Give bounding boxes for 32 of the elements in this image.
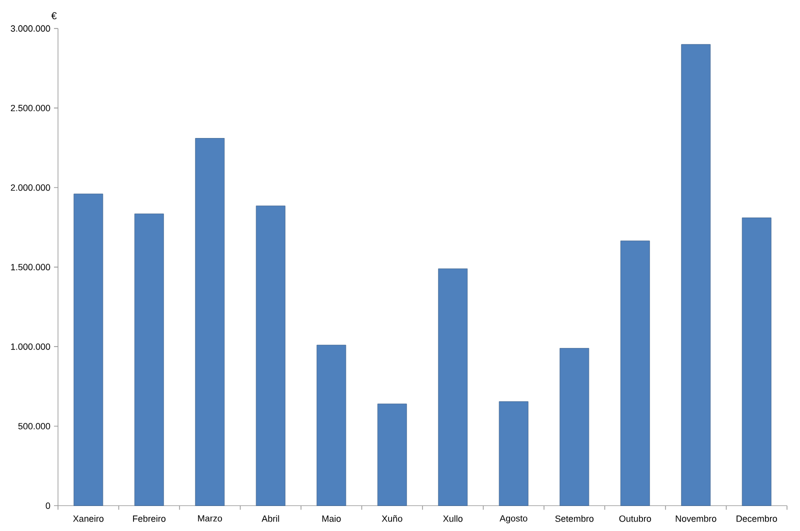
bar (742, 218, 772, 506)
bar (74, 194, 104, 506)
x-tick-label: Abril (262, 515, 280, 522)
y-tick-label: 1.000.000 (11, 343, 50, 350)
y-tick-label: 3.000.000 (10, 25, 50, 32)
x-tick-label: Maio (322, 515, 341, 522)
x-tick-label: Decembro (736, 515, 778, 522)
x-tick-label: Agosto (500, 515, 528, 524)
bar (134, 214, 164, 506)
x-tick-label: Marzo (198, 515, 222, 522)
bar (316, 344, 346, 506)
bar (438, 268, 468, 506)
x-tick-label: Setembro (555, 515, 594, 522)
x-tick-label: Outubro (619, 515, 652, 522)
y-tick-label: 500.000 (18, 422, 50, 430)
y-tick-label: 2.500.000 (10, 104, 50, 112)
y-tick-label: 0 (46, 502, 50, 509)
bar (195, 138, 225, 506)
bar (560, 348, 590, 506)
bar (620, 240, 650, 506)
bar (377, 404, 407, 506)
bar (498, 401, 528, 506)
x-tick-label: Xaneiro (73, 515, 104, 522)
x-tick-label: Xullo (443, 515, 463, 522)
y-tick-label: 2.000.000 (10, 184, 50, 191)
x-tick-label: Febreiro (133, 515, 166, 522)
bar (256, 206, 286, 506)
x-tick-label: Novembro (676, 515, 716, 522)
x-tick-label: Xuño (382, 515, 402, 522)
y-tick-label: 1.500.000 (11, 264, 50, 270)
bar (681, 44, 711, 506)
y-axis-title: € (51, 12, 57, 20)
